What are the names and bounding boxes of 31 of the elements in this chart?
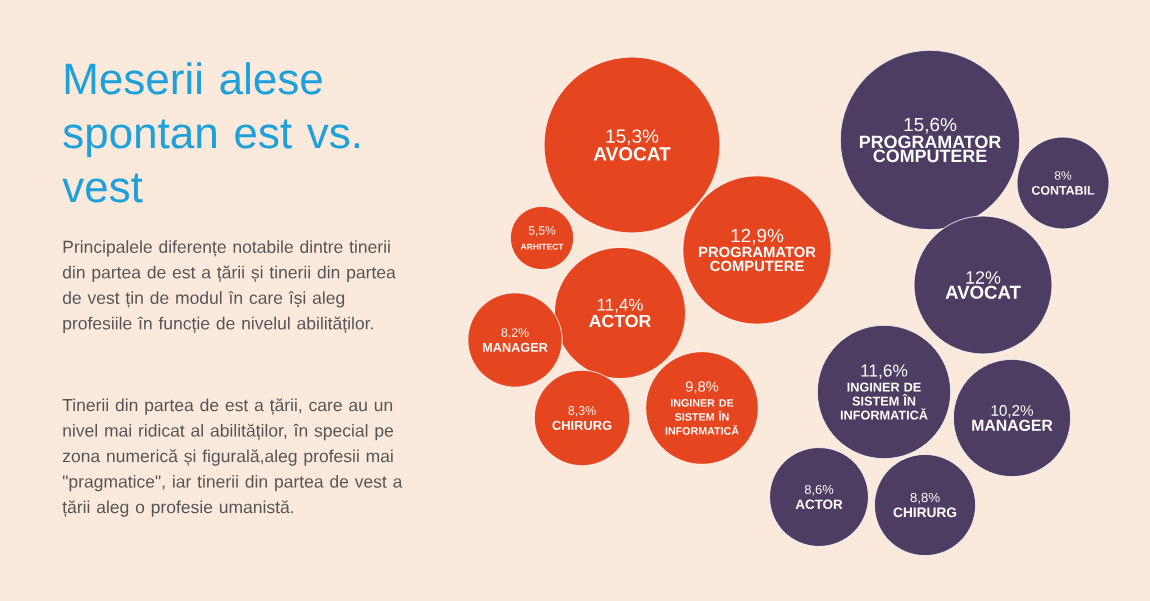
data-label: 8% [1054,171,1072,180]
data-label: 8,8% [910,492,940,504]
category-label: ARHITECT [520,243,564,250]
data-label: 8,2% [501,328,529,339]
data-label: 5,5% [528,226,556,237]
category-label: MANAGER [972,419,1053,431]
data-label: 8,6% [804,484,834,496]
data-label: 11,4% [597,298,643,313]
category-label: ACTOR [795,499,843,510]
text: Tinerii din partea de est a țării, care au un nivel mai ridicat al abilităților, în special pe zona numerică și figurală,aleg profesii mai "pragmatice", iar tinerii din partea de vest a țării aleg o profesie umanistă. [62,398,403,517]
data-label: 10,2% [991,405,1034,418]
data-label: 8,3% [568,406,596,417]
data-label: 9,8% [685,381,719,394]
text: Principalele diferențe notabile dintre tinerii din partea de est a țării și tinerii din partea de vest țin de modul în care își aleg profesiile în funcție de nivelul abilităților. [62,240,396,334]
data-label: 12% [966,271,1001,284]
category-label: PROGRAMATOR COMPUTERE [859,135,1001,163]
data-label: 12,9% [731,228,784,245]
category-label: INGINER DE SISTEM ÎN INFORMATICĂ [665,399,739,435]
category-label: INGINER DE SISTEM ÎN INFORMATICĂ [840,382,928,420]
data-label: 15,6% [904,117,957,134]
text: Meserii alese spontan est vs. vest [62,62,359,203]
data-label: 15,3% [606,129,659,146]
data-label: 11,6% [861,364,908,379]
category-label: PROGRAMATOR COMPUTERE [699,246,816,272]
category-label: CHIRURG [552,420,612,430]
category-label: CHIRURG [893,507,957,518]
category-label: ACTOR [589,314,651,328]
category-label: AVOCAT [593,147,671,161]
category-label: CONTABIL [1031,185,1095,195]
category-label: AVOCAT [945,285,1021,299]
category-label: MANAGER [483,342,548,352]
